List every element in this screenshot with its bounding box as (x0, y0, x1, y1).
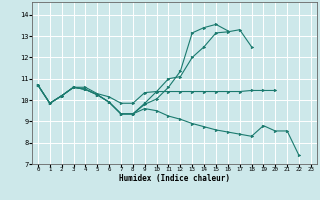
X-axis label: Humidex (Indice chaleur): Humidex (Indice chaleur) (119, 174, 230, 183)
